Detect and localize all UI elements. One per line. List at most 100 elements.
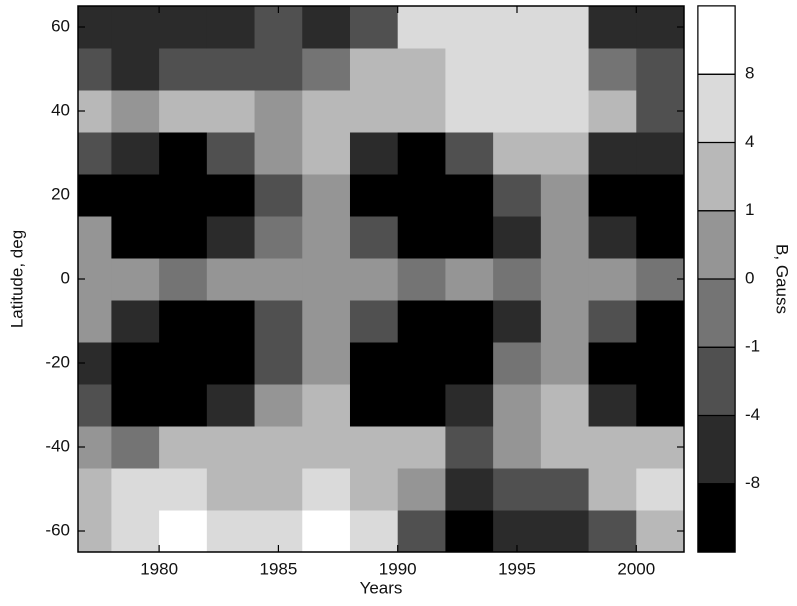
heat-cell (349, 90, 399, 133)
x-tick-label: 1995 (498, 559, 536, 578)
colorbar-band (697, 483, 736, 553)
heat-cell (636, 216, 684, 259)
y-tick-label: 20 (51, 184, 70, 203)
heat-cell (111, 510, 160, 552)
heat-cell (445, 48, 494, 91)
heat-cell (159, 384, 208, 427)
heat-cell (588, 258, 637, 301)
heat-cell (540, 174, 590, 217)
heat-cell (636, 384, 684, 427)
colorbar-band (697, 142, 736, 212)
heat-cell (397, 90, 446, 133)
heat-cell (397, 132, 446, 175)
heat-cell (206, 468, 256, 511)
heat-cell (78, 174, 112, 217)
colorbar-band (697, 5, 736, 75)
heat-cell (445, 426, 494, 469)
heat-cell (397, 258, 446, 301)
heat-cell (540, 384, 590, 427)
heat-cell (254, 90, 303, 133)
heat-cell (159, 174, 208, 217)
heat-cell (78, 48, 112, 91)
heat-cell (302, 90, 351, 133)
heat-cell (302, 6, 351, 49)
y-axis-label: Latitude, deg (7, 230, 26, 328)
heat-cell (540, 48, 590, 91)
heat-cell (302, 468, 351, 511)
heat-cell (349, 48, 399, 91)
heat-cell (159, 342, 208, 385)
heat-cell (78, 6, 112, 49)
heat-cell (493, 384, 542, 427)
heat-cell (254, 300, 303, 343)
heat-cell (445, 216, 494, 259)
x-tick-label: 2000 (617, 559, 655, 578)
colorbar-tick-label: -1 (745, 337, 760, 356)
heat-cell (493, 132, 542, 175)
heat-cell (78, 384, 112, 427)
heat-cell (493, 6, 542, 49)
heat-cell (111, 216, 160, 259)
heat-cell (493, 48, 542, 91)
heat-cell (111, 258, 160, 301)
colorbar-tick-label: 1 (745, 200, 754, 219)
heat-cell (349, 6, 399, 49)
colorbar-tick-label: 0 (745, 268, 754, 287)
heat-cell (540, 510, 590, 552)
heat-cell (493, 426, 542, 469)
heat-cell (254, 384, 303, 427)
heat-cell (445, 384, 494, 427)
heat-cell (206, 384, 256, 427)
heat-cell (540, 6, 590, 49)
heat-cell (254, 174, 303, 217)
heat-cell (493, 342, 542, 385)
heat-cell (588, 342, 637, 385)
heat-cell (540, 216, 590, 259)
heat-cell (540, 90, 590, 133)
heat-cell (159, 426, 208, 469)
heat-cell (397, 342, 446, 385)
heat-cell (78, 300, 112, 343)
heat-cell (588, 132, 637, 175)
heat-cell (254, 426, 303, 469)
heat-cell (111, 300, 160, 343)
heat-cell (397, 426, 446, 469)
heat-cell (302, 174, 351, 217)
heat-cell (636, 90, 684, 133)
heat-cell (636, 48, 684, 91)
colorbar-band (697, 415, 736, 485)
heat-cell (540, 132, 590, 175)
heat-cell (159, 48, 208, 91)
heat-cell (159, 6, 208, 49)
x-tick-label: 1990 (379, 559, 417, 578)
heat-cell (111, 468, 160, 511)
heat-cell (445, 300, 494, 343)
heat-cell (206, 510, 256, 552)
heat-cell (349, 510, 399, 552)
heat-cell (588, 48, 637, 91)
heat-cell (206, 342, 256, 385)
heat-cell (349, 468, 399, 511)
heat-cell (111, 426, 160, 469)
heat-cell (302, 300, 351, 343)
heat-cell (349, 426, 399, 469)
colorbar-band (697, 278, 736, 348)
heat-cell (254, 132, 303, 175)
heat-cell (588, 90, 637, 133)
heat-cell (111, 342, 160, 385)
colorbar-band (697, 346, 736, 416)
heat-cell (159, 510, 208, 552)
heat-cell (254, 342, 303, 385)
heat-cell (349, 132, 399, 175)
heat-cell (493, 468, 542, 511)
heat-cell (78, 468, 112, 511)
heat-cell (159, 90, 208, 133)
heat-cell (445, 90, 494, 133)
y-tick-label: 60 (51, 16, 70, 35)
heat-cell (349, 342, 399, 385)
heat-cell (636, 258, 684, 301)
heat-cell (302, 510, 351, 552)
x-tick-label: 1980 (140, 559, 178, 578)
heat-cell (445, 342, 494, 385)
heat-cell (349, 174, 399, 217)
